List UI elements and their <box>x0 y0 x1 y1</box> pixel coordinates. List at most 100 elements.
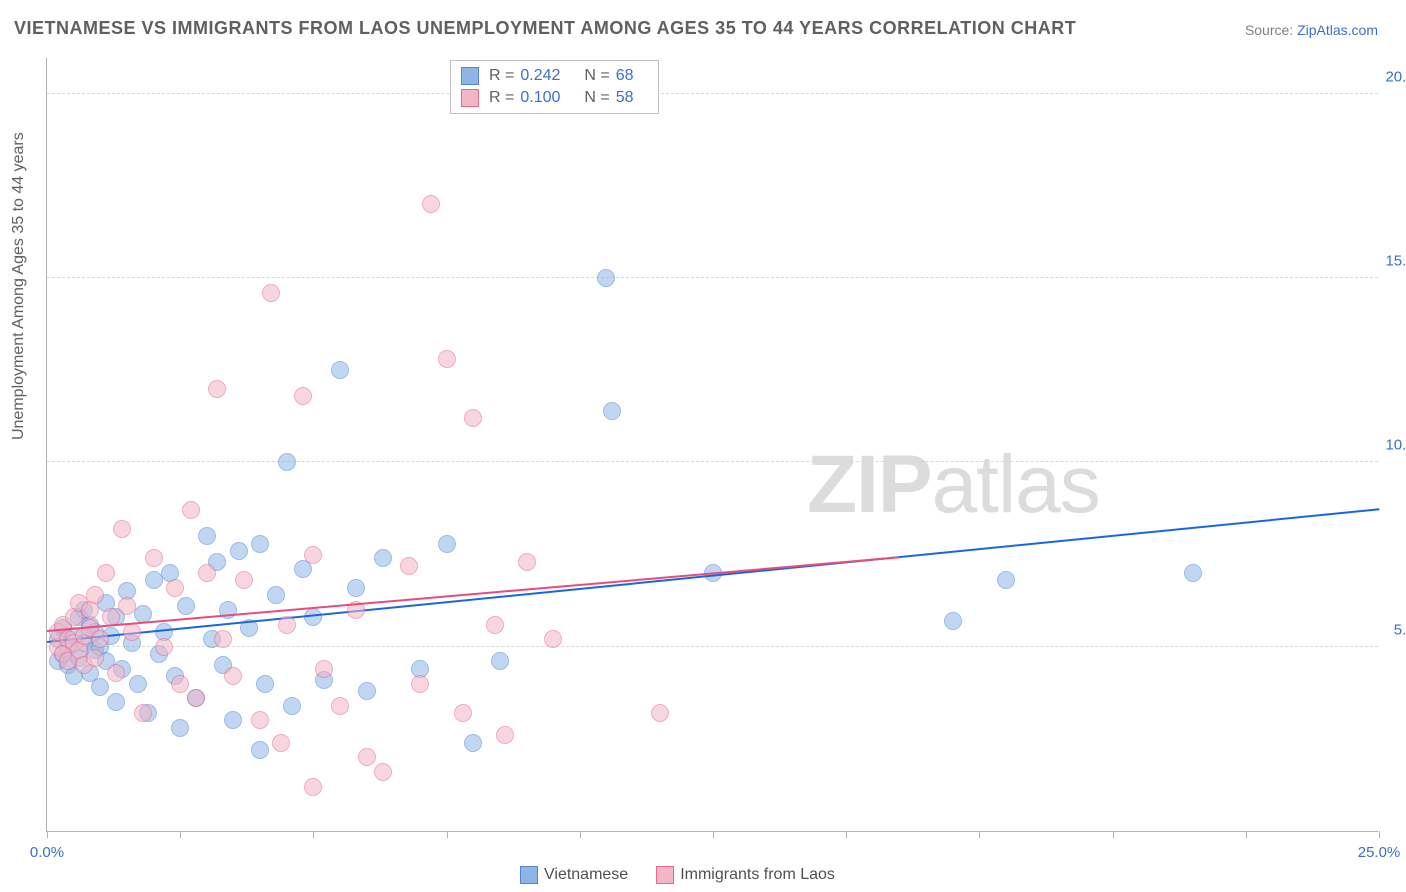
data-point <box>256 675 274 693</box>
data-point <box>129 675 147 693</box>
data-point <box>97 564 115 582</box>
data-point <box>422 195 440 213</box>
stat-r-label: R = <box>489 67 514 85</box>
x-tick <box>580 831 581 838</box>
data-point <box>171 675 189 693</box>
data-point <box>411 675 429 693</box>
data-point <box>272 734 290 752</box>
data-point <box>267 586 285 604</box>
data-point <box>438 535 456 553</box>
stat-r-value: 0.100 <box>520 89 560 107</box>
x-tick <box>180 831 181 838</box>
data-point <box>438 350 456 368</box>
legend-item: Immigrants from Laos <box>656 866 835 884</box>
data-point <box>304 778 322 796</box>
gridline <box>47 93 1378 94</box>
y-tick-label: 10.0% <box>1385 437 1406 454</box>
legend-swatch <box>520 866 538 884</box>
legend-item: Vietnamese <box>520 866 628 884</box>
correlation-chart: VIETNAMESE VS IMMIGRANTS FROM LAOS UNEMP… <box>0 0 1406 892</box>
data-point <box>86 586 104 604</box>
data-point <box>491 652 509 670</box>
legend-swatch <box>461 67 479 85</box>
x-tick <box>1113 831 1114 838</box>
data-point <box>283 697 301 715</box>
data-point <box>91 678 109 696</box>
x-tick <box>979 831 980 838</box>
data-point <box>113 520 131 538</box>
legend-label: Immigrants from Laos <box>680 866 835 884</box>
data-point <box>400 557 418 575</box>
watermark: ZIPatlas <box>807 438 1100 532</box>
y-axis-label: Unemployment Among Ages 35 to 44 years <box>10 132 28 440</box>
data-point <box>118 597 136 615</box>
data-point <box>496 726 514 744</box>
x-tick <box>713 831 714 838</box>
data-point <box>315 660 333 678</box>
y-tick-label: 20.0% <box>1385 68 1406 85</box>
data-point <box>544 630 562 648</box>
data-point <box>464 734 482 752</box>
data-point <box>294 387 312 405</box>
data-point <box>331 361 349 379</box>
x-tick <box>47 831 48 838</box>
y-tick-label: 5.0% <box>1394 621 1406 638</box>
data-point <box>134 704 152 722</box>
y-tick-label: 15.0% <box>1385 253 1406 270</box>
source-prefix: Source: <box>1245 22 1297 38</box>
x-tick-label: 25.0% <box>1358 844 1401 861</box>
data-point <box>358 682 376 700</box>
data-point <box>278 453 296 471</box>
data-point <box>224 711 242 729</box>
data-point <box>251 711 269 729</box>
data-point <box>331 697 349 715</box>
data-point <box>198 564 216 582</box>
data-point <box>182 501 200 519</box>
stat-r-value: 0.242 <box>520 67 560 85</box>
data-point <box>123 623 141 641</box>
legend-swatch <box>656 866 674 884</box>
data-point <box>134 605 152 623</box>
legend-swatch <box>461 89 479 107</box>
data-point <box>944 612 962 630</box>
stat-n-label: N = <box>584 89 609 107</box>
data-point <box>198 527 216 545</box>
source-link[interactable]: ZipAtlas.com <box>1297 22 1378 38</box>
data-point <box>603 402 621 420</box>
legend-stat-row: R = 0.242 N = 68 <box>461 65 648 87</box>
data-point <box>187 689 205 707</box>
stat-r-label: R = <box>489 89 514 107</box>
data-point <box>262 284 280 302</box>
gridline <box>47 646 1378 647</box>
data-point <box>166 579 184 597</box>
data-point <box>91 630 109 648</box>
data-point <box>177 597 195 615</box>
data-point <box>214 630 232 648</box>
data-point <box>464 409 482 427</box>
data-point <box>304 608 322 626</box>
stat-n-value: 68 <box>616 67 634 85</box>
gridline <box>47 461 1378 462</box>
x-tick <box>1379 831 1380 838</box>
data-point <box>224 667 242 685</box>
data-point <box>171 719 189 737</box>
legend-stats: R = 0.242 N = 68 R = 0.100 N = 58 <box>450 60 659 114</box>
stat-n-label: N = <box>584 67 609 85</box>
stat-n-value: 58 <box>616 89 634 107</box>
plot-area: ZIPatlas 5.0%10.0%15.0%20.0%0.0%25.0% <box>46 58 1378 832</box>
data-point <box>294 560 312 578</box>
data-point <box>347 579 365 597</box>
x-tick <box>313 831 314 838</box>
data-point <box>358 748 376 766</box>
data-point <box>454 704 472 722</box>
data-point <box>997 571 1015 589</box>
data-point <box>304 546 322 564</box>
x-tick-label: 0.0% <box>30 844 64 861</box>
data-point <box>86 649 104 667</box>
data-point <box>486 616 504 634</box>
gridline <box>47 277 1378 278</box>
data-point <box>145 549 163 567</box>
data-point <box>235 571 253 589</box>
data-point <box>155 638 173 656</box>
data-point <box>597 269 615 287</box>
